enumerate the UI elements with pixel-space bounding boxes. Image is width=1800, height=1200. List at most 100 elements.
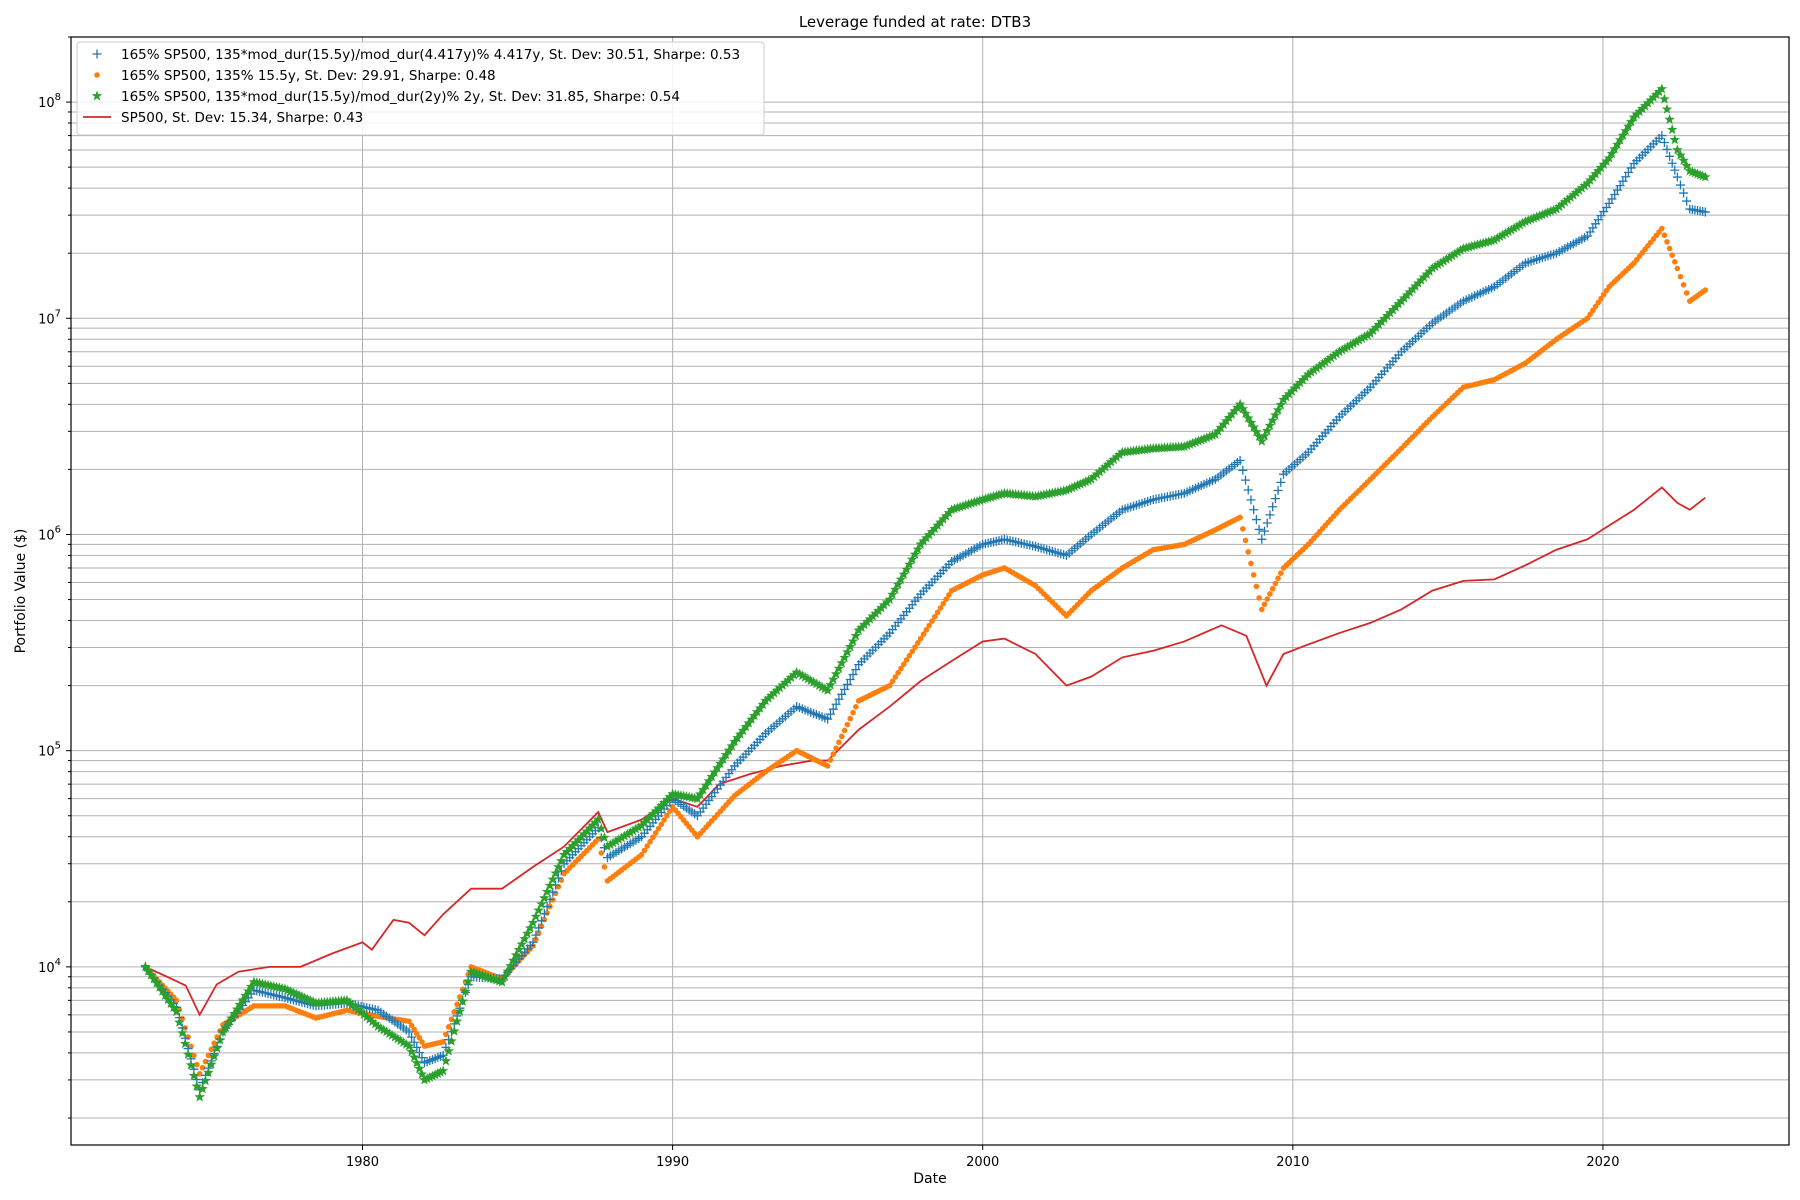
data-point	[825, 679, 836, 690]
data-point	[1452, 246, 1463, 257]
data-point	[652, 830, 659, 836]
data-point	[527, 917, 539, 928]
data-point	[203, 1067, 214, 1078]
data-point	[1240, 408, 1251, 418]
data-point	[392, 1033, 403, 1044]
data-point	[1359, 331, 1370, 342]
data-point	[1511, 221, 1523, 232]
y-tick-label: 104	[38, 957, 61, 976]
data-point	[552, 890, 559, 897]
data-point	[901, 563, 912, 574]
data-point	[1570, 187, 1582, 198]
series-star	[140, 83, 1711, 1102]
data-point	[929, 523, 941, 534]
data-point	[416, 1068, 428, 1079]
data-point	[949, 503, 960, 514]
data-point	[946, 504, 957, 515]
data-point	[1674, 265, 1681, 272]
data-point	[404, 1027, 414, 1037]
data-point	[177, 1027, 188, 1038]
y-axis-label: Portfolio Value ($)	[13, 529, 29, 654]
data-point	[291, 988, 302, 999]
data-point	[1237, 514, 1243, 521]
data-point	[1262, 425, 1273, 436]
data-point	[419, 1074, 430, 1085]
data-point	[1097, 463, 1108, 474]
data-point	[907, 553, 918, 564]
data-point	[578, 828, 590, 839]
data-point	[1356, 333, 1368, 343]
data-point	[931, 613, 938, 620]
legend-box	[76, 41, 765, 136]
data-point	[1251, 515, 1261, 525]
legend-label: 165% SP500, 135*mod_dur(15.5y)/mod_dur(2…	[121, 89, 680, 105]
data-point	[395, 1035, 406, 1046]
data-point	[1195, 434, 1207, 445]
data-point	[162, 994, 174, 1004]
series-line	[145, 486, 1706, 1017]
data-point	[836, 657, 847, 668]
data-point	[1111, 451, 1122, 462]
data-point	[1486, 235, 1497, 246]
data-point	[837, 689, 847, 699]
data-point	[1491, 232, 1503, 243]
data-point	[513, 944, 525, 955]
data-point	[1300, 371, 1311, 382]
data-point	[1241, 475, 1251, 485]
data-point	[1278, 570, 1284, 576]
data-point	[1503, 226, 1514, 237]
data-point	[1382, 310, 1393, 321]
data-point	[159, 989, 171, 1000]
data-point	[898, 665, 904, 672]
legend-item[interactable]: 165% SP500, 135*mod_dur(15.5y)/mod_dur(2…	[91, 89, 680, 105]
plot-series	[140, 83, 1711, 1102]
data-point	[1342, 341, 1354, 352]
data-point	[1576, 182, 1588, 193]
data-point	[1376, 316, 1387, 327]
data-point	[361, 1011, 372, 1022]
data-point	[1275, 575, 1281, 582]
data-point	[1317, 358, 1328, 369]
data-point	[199, 1064, 206, 1071]
legend[interactable]: 165% SP500, 135*mod_dur(15.5y)/mod_dur(4…	[76, 41, 765, 136]
data-point	[1432, 259, 1444, 270]
data-point	[1595, 299, 1602, 306]
legend-item[interactable]: 165% SP500, 135*mod_dur(15.5y)/mod_dur(4…	[92, 47, 741, 63]
data-point	[367, 1016, 378, 1027]
data-point	[1193, 435, 1204, 446]
data-point	[1525, 213, 1537, 224]
data-point	[440, 1055, 452, 1066]
data-point	[859, 619, 870, 630]
data-point	[661, 817, 667, 823]
legend-item[interactable]: SP500, St. Dev: 15.34, Sharpe: 0.43	[83, 110, 363, 126]
data-point	[1248, 421, 1259, 432]
x-tick-label: 2020	[1586, 1155, 1619, 1170]
data-point	[550, 867, 561, 878]
data-point	[449, 1025, 460, 1036]
data-point	[1556, 198, 1568, 209]
data-point	[541, 886, 553, 897]
legend-item[interactable]: 165% SP500, 135% 15.5y, St. Dev: 29.91, …	[94, 68, 496, 84]
data-point	[610, 835, 622, 846]
data-point	[760, 695, 771, 706]
data-point	[932, 520, 943, 530]
data-point	[909, 548, 921, 559]
data-point	[1261, 601, 1268, 608]
data-point	[834, 694, 844, 704]
data-point	[1562, 194, 1573, 205]
data-point	[892, 674, 899, 680]
data-point	[407, 1032, 417, 1042]
data-point	[1297, 374, 1309, 385]
data-point	[561, 846, 573, 857]
data-point	[1469, 240, 1480, 250]
data-point	[408, 1051, 420, 1062]
data-point	[531, 930, 541, 940]
data-point	[1243, 485, 1253, 495]
data-point	[622, 828, 633, 839]
data-point	[839, 652, 850, 663]
data-point	[533, 904, 544, 915]
data-point	[581, 825, 593, 836]
data-point	[411, 1026, 417, 1033]
data-point	[417, 1053, 427, 1063]
